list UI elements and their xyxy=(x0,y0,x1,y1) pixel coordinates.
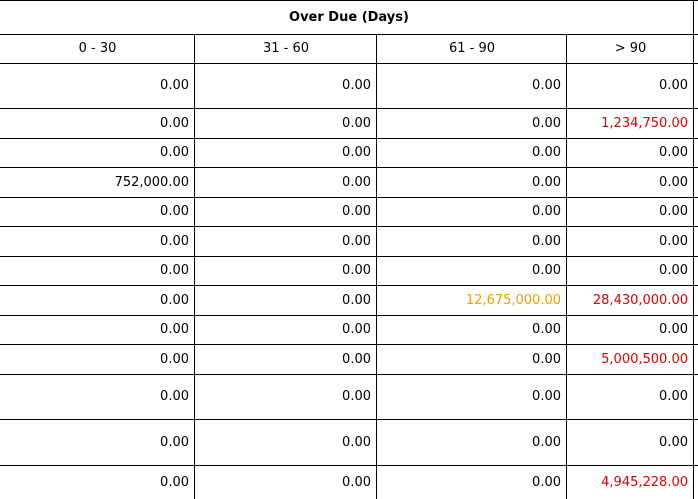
table-row: 0.00 0.00 0.00 0.00 xyxy=(0,315,698,344)
column-header-61-90: 61 - 90 xyxy=(448,41,496,56)
row-divider xyxy=(0,108,698,109)
column-divider xyxy=(566,34,567,499)
table-row: 0.00 0.00 0.00 0.00 xyxy=(0,138,698,167)
table-cell: 0.00 xyxy=(342,233,371,249)
row-divider xyxy=(0,419,698,420)
table-row: 0.00 0.00 0.00 1,234,750.00 xyxy=(0,108,698,138)
table-row: 0.00 0.00 0.00 5,000,500.00 xyxy=(0,344,698,374)
table-cell: 0.00 xyxy=(160,233,189,249)
table-cell: 0.00 xyxy=(342,204,371,219)
table-cell: 0.00 xyxy=(342,322,371,337)
table-cell: 0.00 xyxy=(532,322,561,337)
table-cell: 4,945,228.00 xyxy=(601,474,688,490)
table-row: 0.00 0.00 0.00 0.00 xyxy=(0,419,698,465)
row-divider xyxy=(0,63,698,64)
table-cell: 0.00 xyxy=(659,263,688,278)
row-divider xyxy=(0,138,698,139)
table-cell: 0.00 xyxy=(160,434,189,450)
table-cell: 5,000,500.00 xyxy=(601,351,688,367)
table-cell: 0.00 xyxy=(659,389,688,404)
table-cell: 0.00 xyxy=(532,174,561,190)
row-divider xyxy=(0,226,698,227)
table-header-row: 0 - 30 31 - 60 61 - 90 > 90 xyxy=(0,34,698,63)
column-divider xyxy=(194,34,195,499)
row-divider xyxy=(0,256,698,257)
table-cell: 0.00 xyxy=(342,115,371,131)
table-cell: 0.00 xyxy=(342,263,371,278)
table-row: 0.00 0.00 12,675,000.00 28,430,000.00 xyxy=(0,285,698,315)
table-cell: 0.00 xyxy=(160,389,189,404)
table-cell: 0.00 xyxy=(659,322,688,337)
table-cell: 0.00 xyxy=(342,292,371,308)
row-divider xyxy=(0,34,698,35)
table-cell: 0.00 xyxy=(532,115,561,131)
table-cell: 0.00 xyxy=(532,263,561,278)
table-row: 0.00 0.00 0.00 0.00 xyxy=(0,226,698,256)
table-cell: 0.00 xyxy=(659,434,688,450)
table-row: 0.00 0.00 0.00 4,945,228.00 xyxy=(0,465,698,499)
table-cell: 0.00 xyxy=(532,233,561,249)
table-cell: 0.00 xyxy=(532,145,561,160)
table-cell: 0.00 xyxy=(342,145,371,160)
row-divider xyxy=(0,167,698,168)
column-header-31-60: 31 - 60 xyxy=(262,41,310,56)
table-cell: 0.00 xyxy=(342,474,371,490)
table-row: 0.00 0.00 0.00 0.00 xyxy=(0,63,698,108)
table-cell: 0.00 xyxy=(342,434,371,450)
table-cell: 0.00 xyxy=(659,204,688,219)
table-cell: 752,000.00 xyxy=(114,174,189,190)
table-cell: 12,675,000.00 xyxy=(465,292,561,308)
table-cell: 0.00 xyxy=(342,351,371,367)
table-cell: 0.00 xyxy=(342,389,371,404)
table-title-row: Over Due (Days) xyxy=(0,0,698,34)
table-cell: 0.00 xyxy=(160,204,189,219)
column-header-over-90: > 90 xyxy=(614,41,647,56)
table-cell: 0.00 xyxy=(659,174,688,190)
table-row: 0.00 0.00 0.00 0.00 xyxy=(0,197,698,226)
row-divider xyxy=(0,465,698,466)
table-cell: 0.00 xyxy=(160,322,189,337)
table-cell: 0.00 xyxy=(342,78,371,93)
row-divider xyxy=(0,197,698,198)
table-row: 0.00 0.00 0.00 0.00 xyxy=(0,374,698,419)
table-cell: 0.00 xyxy=(532,474,561,490)
table-cell: 1,234,750.00 xyxy=(601,115,688,131)
column-header-0-30: 0 - 30 xyxy=(78,41,117,56)
table-cell: 0.00 xyxy=(532,78,561,93)
table-cell: 0.00 xyxy=(160,145,189,160)
table-cell: 0.00 xyxy=(659,145,688,160)
table-cell: 0.00 xyxy=(532,389,561,404)
row-divider xyxy=(0,315,698,316)
row-divider xyxy=(0,344,698,345)
table-cell: 0.00 xyxy=(160,115,189,131)
row-divider xyxy=(0,0,698,1)
table-cell: 0.00 xyxy=(659,78,688,93)
table-cell: 0.00 xyxy=(160,292,189,308)
table-cell: 0.00 xyxy=(342,174,371,190)
table-row: 0.00 0.00 0.00 0.00 xyxy=(0,256,698,285)
table-cell: 0.00 xyxy=(659,233,688,249)
table-cell: 28,430,000.00 xyxy=(592,292,688,308)
row-divider xyxy=(0,285,698,286)
table-row: 752,000.00 0.00 0.00 0.00 xyxy=(0,167,698,197)
table-cell: 0.00 xyxy=(532,204,561,219)
table-cell: 0.00 xyxy=(532,434,561,450)
table-right-border xyxy=(693,0,694,499)
table-cell: 0.00 xyxy=(160,78,189,93)
table-cell: 0.00 xyxy=(160,263,189,278)
table-cell: 0.00 xyxy=(160,351,189,367)
table-cell: 0.00 xyxy=(160,474,189,490)
row-divider xyxy=(0,374,698,375)
table-cell: 0.00 xyxy=(532,351,561,367)
table-title: Over Due (Days) xyxy=(289,9,409,25)
column-divider xyxy=(376,34,377,499)
